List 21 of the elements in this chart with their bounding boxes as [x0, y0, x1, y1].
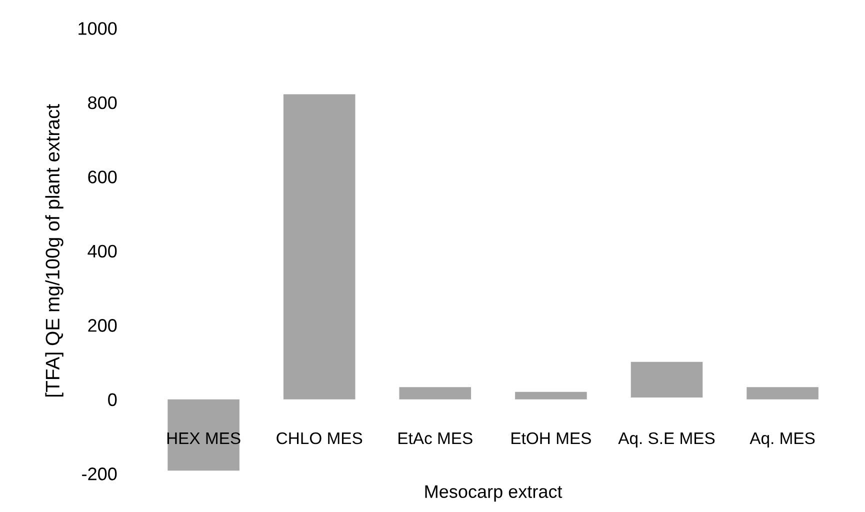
y-tick-label: 800: [88, 96, 117, 110]
y-tick-label: 200: [88, 319, 117, 332]
x-axis-title: Mesocarp extract: [425, 485, 562, 502]
x-tick-label: EtAc MES: [398, 432, 472, 444]
bar: [746, 387, 818, 400]
x-tick-label: HEX MES: [167, 432, 240, 444]
y-tick-label: 1000: [78, 22, 117, 35]
y-axis-title: [TFA] QE mg/100g of plant extract: [45, 104, 64, 396]
x-tick-label: EtOH MES: [512, 432, 591, 444]
x-tick-label: Aq. MES: [750, 432, 815, 448]
y-tick-label: 400: [88, 244, 117, 258]
bar: [630, 362, 703, 398]
x-tick-label: Aq. S.E MES: [618, 432, 715, 448]
x-tick-label: CHLO MES: [276, 432, 362, 444]
bar: [168, 399, 240, 471]
bar: [283, 94, 356, 400]
bar: [399, 387, 472, 400]
y-tick-label: -200: [82, 468, 117, 480]
y-tick-label: 600: [88, 170, 117, 184]
y-tick-label: 0: [108, 393, 117, 406]
bar: [515, 392, 587, 400]
